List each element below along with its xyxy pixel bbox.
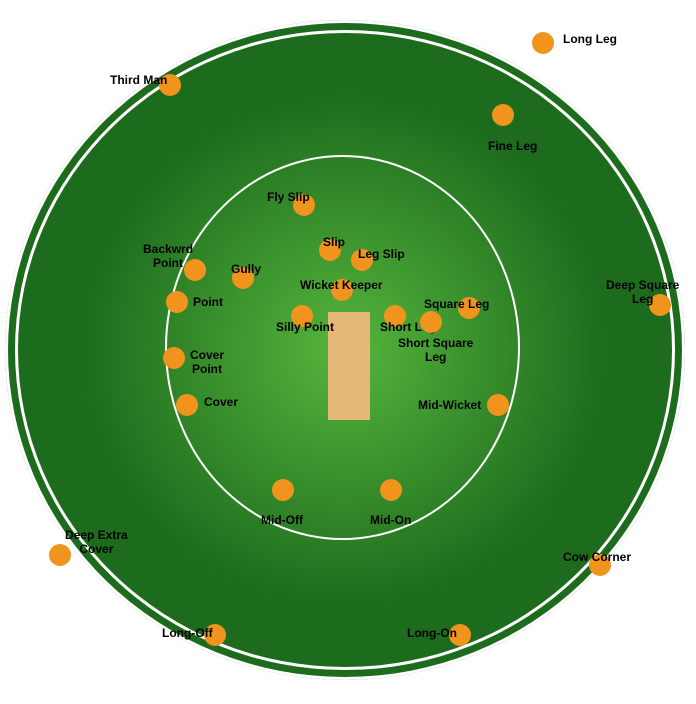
label-silly-point: Silly Point (276, 320, 334, 334)
label-wicket-keeper: Wicket Keeper (300, 278, 383, 292)
label-long-off: Long-Off (162, 626, 213, 640)
position-fine-leg (492, 104, 514, 126)
position-short-square-leg (420, 311, 442, 333)
label-cow-corner: Cow Corner (563, 550, 631, 564)
label-short-square-leg: Short Square Leg (398, 336, 473, 365)
position-cover-point (163, 347, 185, 369)
label-mid-wicket: Mid-Wicket (418, 398, 481, 412)
label-deep-extra-cover: Deep Extra Cover (65, 528, 128, 557)
label-backward-point: Backwrd Point (143, 242, 193, 271)
label-leg-slip: Leg Slip (358, 247, 405, 261)
position-mid-wicket (487, 394, 509, 416)
label-deep-square-leg: Deep Square Leg (606, 278, 679, 307)
position-point (166, 291, 188, 313)
label-long-leg: Long Leg (563, 32, 617, 46)
label-fly-slip: Fly Slip (267, 190, 310, 204)
position-long-leg (532, 32, 554, 54)
position-cover (176, 394, 198, 416)
label-fine-leg: Fine Leg (488, 139, 537, 153)
label-mid-off: Mid-Off (261, 513, 303, 527)
label-square-leg: Square Leg (424, 297, 489, 311)
label-point: Point (193, 295, 223, 309)
label-slip: Slip (323, 235, 345, 249)
label-long-on: Long-On (407, 626, 457, 640)
label-cover: Cover (204, 395, 238, 409)
label-third-man: Third Man (110, 73, 167, 87)
position-mid-off (272, 479, 294, 501)
position-mid-on (380, 479, 402, 501)
cricket-field-diagram: Long Leg Third Man Fine Leg Fly Slip Backwrd… (0, 0, 696, 704)
label-cover-point: Cover Point (190, 348, 224, 377)
label-mid-on: Mid-On (370, 513, 411, 527)
pitch (328, 312, 370, 420)
label-gully: Gully (231, 262, 261, 276)
